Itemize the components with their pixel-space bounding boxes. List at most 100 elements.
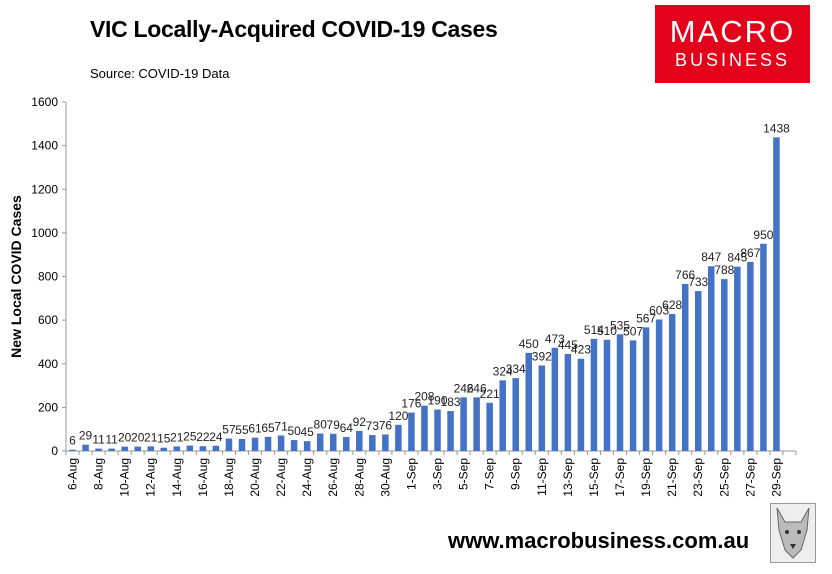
bar-15-Sep [590,338,598,451]
x-tick-label: 15-Sep [587,458,601,497]
x-tick-label: 3-Sep [431,458,445,490]
bar-9-Sep [512,378,519,451]
bar-25-Aug [316,433,324,451]
data-label: 334 [506,362,526,376]
bar-19-Sep [642,327,650,451]
bar-21-Aug [264,436,272,451]
bar-12-Aug [147,446,154,451]
x-tick-label: 13-Sep [561,458,575,497]
x-tick-label: 6-Aug [66,458,80,490]
data-label: 628 [662,298,682,312]
x-tick-label: 27-Sep [743,458,757,497]
bar-3-Sep [434,409,441,451]
data-label: 788 [714,263,734,277]
data-label: 221 [480,387,500,401]
bar-28-Aug [356,430,363,451]
y-axis-label: New Local COVID Cases [8,195,24,358]
bar-18-Aug [225,438,233,451]
bar-29-Sep [773,137,780,451]
x-tick-label: 19-Sep [639,458,653,497]
x-tick-label: 7-Sep [483,458,497,490]
data-label: 423 [571,343,591,357]
data-label: 15 [157,432,171,446]
x-tick-label: 18-Aug [222,458,236,497]
data-label: 324 [493,364,513,378]
x-tick-label: 30-Aug [378,458,392,497]
x-tick-label: 10-Aug [118,458,132,497]
logo-line-1: MACRO [669,14,796,49]
bar-14-Sep [577,358,585,451]
data-label: 71 [274,420,288,434]
data-label: 22 [196,430,210,444]
data-label: 11 [105,433,118,447]
data-label: 507 [623,324,643,338]
bar-17-Sep [616,334,624,451]
bar-16-Aug [199,446,207,451]
data-label: 45 [300,425,314,439]
x-tick-label: 16-Aug [196,458,210,497]
data-label: 510 [597,324,617,338]
data-label: 845 [727,251,747,265]
bar-19-Aug [238,439,246,451]
data-label: 208 [414,390,434,404]
bar-27-Aug [343,437,350,451]
bar-2-Sep [421,405,428,451]
y-tick-label: 1000 [31,226,58,240]
data-label: 79 [327,418,341,432]
bar-9-Aug [108,448,115,451]
y-tick-label: 800 [38,270,58,284]
y-tick-label: 600 [38,313,58,327]
data-label: 50 [287,424,301,438]
bar-20-Sep [655,319,663,451]
x-tick-label: 21-Sep [665,458,679,497]
logo-line-2: BUSINESS [674,50,791,70]
data-label: 535 [610,318,630,332]
bar-17-Aug [212,445,220,451]
data-label: 392 [532,349,552,363]
bar-13-Aug [160,447,168,451]
bar-8-Aug [95,448,102,451]
x-tick-label: 28-Aug [352,458,366,497]
x-tick-label: 14-Aug [170,458,184,497]
bar-6-Sep [473,397,480,451]
x-tick-label: 9-Sep [509,458,523,490]
x-tick-label: 26-Aug [326,458,340,497]
bar-16-Sep [603,339,611,451]
data-label: 733 [688,275,708,289]
x-tick-label: 22-Aug [274,458,288,497]
data-label: 190 [428,394,448,408]
bar-21-Sep [668,314,676,451]
chart-title: VIC Locally-Acquired COVID-19 Cases [90,16,498,42]
x-tick-label: 23-Sep [691,458,705,497]
data-label: 11 [92,433,105,447]
data-label: 847 [701,250,721,264]
bar-18-Sep [629,340,637,451]
data-label: 445 [558,338,578,352]
data-label: 473 [545,332,565,346]
y-tick-label: 200 [38,400,58,414]
website-url[interactable]: www.macrobusiness.com.au [448,528,750,553]
x-tick-label: 5-Sep [457,458,471,490]
bar-24-Aug [303,441,311,451]
data-label: 61 [248,422,262,436]
data-label: 65 [261,421,275,435]
bar-1-Sep [408,412,415,451]
data-label: 176 [401,397,421,411]
data-label: 450 [519,337,539,351]
x-tick-label: 1-Sep [404,458,418,490]
x-tick-label: 24-Aug [300,458,314,497]
bar-22-Sep [681,283,689,451]
bar-22-Aug [277,435,285,451]
chart-source: Source: COVID-19 Data [90,66,230,81]
data-label: 766 [675,268,695,282]
bar-13-Sep [564,353,572,451]
x-tick-label: 12-Aug [144,458,158,497]
data-label: 57 [222,423,236,437]
bar-31-Aug [395,424,402,451]
data-label: 24 [209,430,223,444]
data-label: 64 [340,421,354,435]
bar-8-Sep [499,380,506,451]
data-label: 92 [353,415,367,429]
y-tick-label: 0 [51,444,58,458]
data-label: 25 [183,430,197,444]
